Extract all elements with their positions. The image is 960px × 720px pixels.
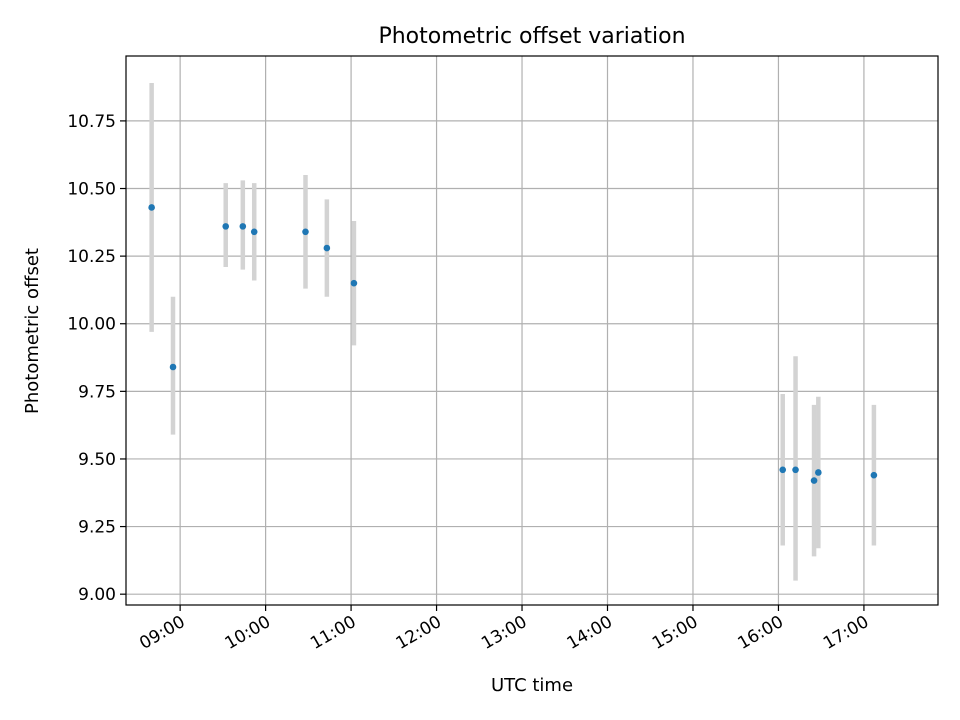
data-point bbox=[350, 279, 358, 287]
y-tick-label: 10.75 bbox=[67, 112, 116, 132]
chart-title: Photometric offset variation bbox=[378, 24, 685, 49]
x-tick-label: 09:00 bbox=[136, 612, 188, 654]
data-point bbox=[302, 228, 309, 236]
y-axis-ticks: 9.00 9.25 9.50 9.75 10.00 10.25 10.50 10.75 bbox=[67, 112, 126, 605]
x-tick-label: 13:00 bbox=[478, 612, 530, 654]
x-tick-label: 10:00 bbox=[222, 612, 274, 654]
y-axis-label: Photometric offset bbox=[22, 248, 43, 414]
x-tick-label: 17:00 bbox=[820, 612, 872, 654]
y-tick-label: 9.00 bbox=[78, 585, 116, 605]
x-tick-label: 12:00 bbox=[393, 612, 445, 654]
y-tick-label: 10.25 bbox=[67, 247, 116, 267]
data-point bbox=[148, 204, 155, 211]
data-point bbox=[815, 469, 822, 476]
data-point bbox=[810, 477, 818, 484]
x-axis-ticks: 09:00 10:00 11:00 12:00 13:00 14:00 15:00 16:00… bbox=[136, 605, 872, 654]
data-point bbox=[870, 471, 878, 479]
y-tick-label: 10.00 bbox=[67, 315, 116, 335]
y-tick-label: 9.75 bbox=[78, 382, 116, 402]
y-tick-label: 10.50 bbox=[67, 180, 116, 200]
x-tick-label: 15:00 bbox=[649, 612, 701, 654]
data-point bbox=[222, 223, 230, 230]
data-points bbox=[148, 204, 878, 484]
x-axis-label: UTC time bbox=[491, 675, 573, 696]
data-point bbox=[239, 223, 247, 230]
y-tick-label: 9.25 bbox=[78, 518, 116, 538]
x-tick-label: 11:00 bbox=[307, 612, 359, 654]
error-bars bbox=[149, 83, 877, 581]
data-point bbox=[779, 466, 787, 474]
grid-lines bbox=[126, 56, 938, 605]
plot-frame bbox=[125, 55, 939, 606]
x-tick-label: 16:00 bbox=[735, 612, 787, 654]
y-tick-label: 9.50 bbox=[78, 450, 116, 470]
data-point bbox=[250, 228, 258, 236]
data-point bbox=[792, 466, 799, 474]
data-point bbox=[169, 363, 177, 371]
data-point bbox=[323, 244, 331, 252]
x-tick-label: 14:00 bbox=[564, 612, 616, 654]
